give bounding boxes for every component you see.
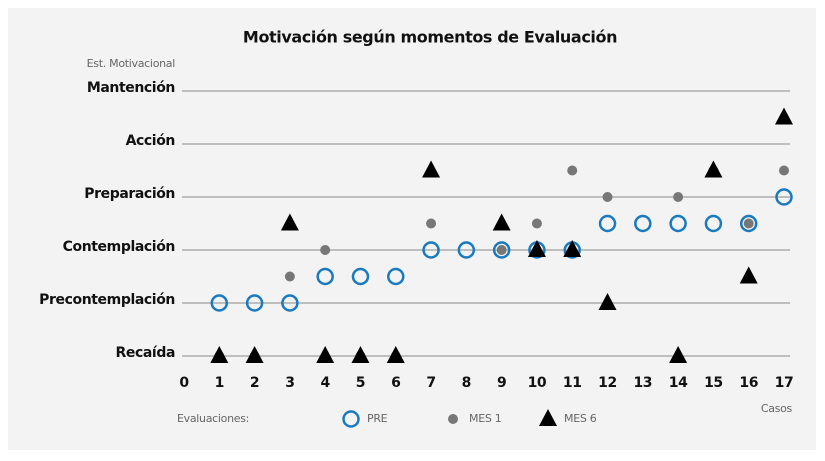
chart-background xyxy=(8,8,816,450)
point xyxy=(492,241,511,259)
x-tick-label: 15 xyxy=(704,375,723,391)
x-tick-label: 13 xyxy=(633,375,652,391)
point xyxy=(245,346,264,363)
point xyxy=(779,165,789,176)
legend-label: MES 1 xyxy=(469,412,501,425)
x-tick-label: 5 xyxy=(356,375,365,391)
x-tick-label: 3 xyxy=(285,375,294,391)
point xyxy=(704,160,723,178)
point xyxy=(739,214,758,233)
point xyxy=(492,213,511,231)
point xyxy=(743,218,754,229)
point xyxy=(669,346,688,363)
point xyxy=(386,346,405,363)
point xyxy=(245,294,264,312)
y-tick-label: Contemplación xyxy=(63,239,175,255)
x-tick-label: 10 xyxy=(528,375,547,391)
point xyxy=(634,214,652,233)
y-tick-label: Acción xyxy=(126,133,175,149)
x-tick-label: 16 xyxy=(739,375,758,391)
x-tick-label: 14 xyxy=(669,375,688,391)
point xyxy=(531,218,542,229)
x-axis-label: Casos xyxy=(761,402,793,415)
y-tick-label: Recaída xyxy=(116,345,176,361)
point xyxy=(284,271,295,282)
y-axis-label: Est. Motivacional xyxy=(87,57,176,70)
point xyxy=(563,240,582,257)
x-tick-label: 0 xyxy=(179,375,189,391)
point xyxy=(739,266,758,284)
y-tick-label: Preparación xyxy=(84,186,175,202)
point xyxy=(673,192,684,202)
point xyxy=(422,160,441,178)
x-tick-label: 4 xyxy=(321,375,331,391)
x-tick-label: 12 xyxy=(598,375,617,391)
point xyxy=(316,346,335,363)
x-tick-label: 11 xyxy=(563,375,582,391)
point xyxy=(598,293,617,310)
legend-marker xyxy=(539,409,557,426)
legend-title: Evaluaciones: xyxy=(177,412,249,425)
x-tick-label: 6 xyxy=(391,375,400,391)
x-tick-label: 8 xyxy=(462,375,471,391)
point xyxy=(567,165,578,176)
legend-marker xyxy=(342,410,360,428)
point xyxy=(704,214,723,233)
point xyxy=(210,346,229,363)
chart-title: Motivación según momentos de Evaluación xyxy=(243,28,617,47)
point xyxy=(281,294,299,312)
legend-label: MES 6 xyxy=(564,412,597,425)
point xyxy=(320,245,331,255)
x-tick-label: 2 xyxy=(250,375,259,391)
point xyxy=(775,107,793,125)
y-tick-label: Precontemplación xyxy=(39,292,175,308)
point xyxy=(316,267,334,286)
y-tick-label: Mantención xyxy=(87,80,175,96)
point xyxy=(387,267,405,286)
point xyxy=(457,241,476,259)
point xyxy=(351,346,370,363)
x-tick-label: 1 xyxy=(215,375,224,391)
point xyxy=(775,188,793,206)
point xyxy=(426,218,437,229)
x-tick-label: 9 xyxy=(497,375,506,391)
point xyxy=(210,294,229,312)
legend-label: PRE xyxy=(367,412,388,425)
legend-marker xyxy=(448,414,458,424)
point xyxy=(496,245,507,255)
point xyxy=(669,214,687,233)
point xyxy=(351,267,370,286)
x-tick-label: 7 xyxy=(426,375,435,391)
point xyxy=(598,214,617,233)
point xyxy=(527,240,546,257)
point xyxy=(422,241,440,259)
point xyxy=(280,213,299,231)
point xyxy=(602,192,613,202)
x-tick-label: 17 xyxy=(775,375,794,391)
